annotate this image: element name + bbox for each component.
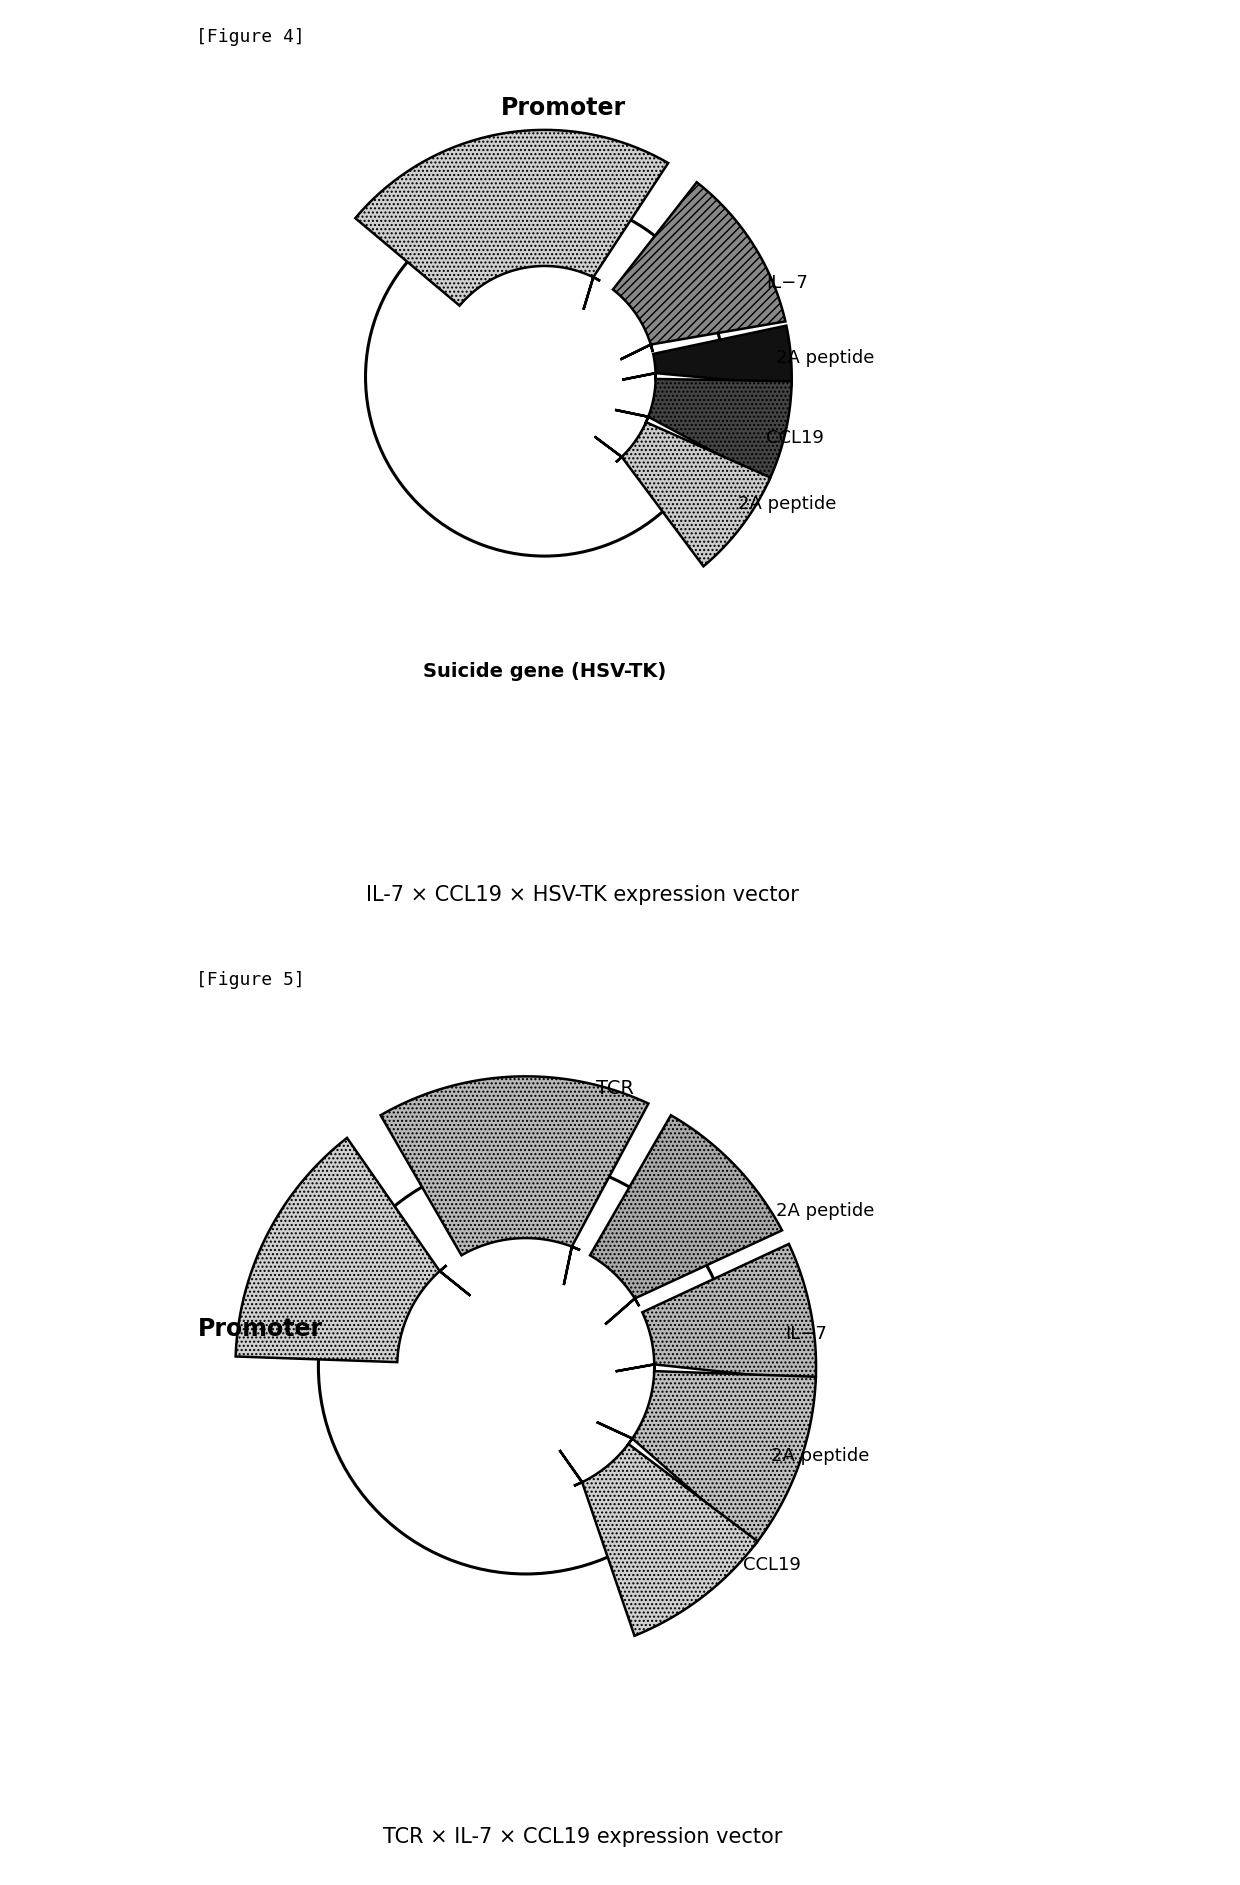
Text: IL−7: IL−7 xyxy=(785,1325,827,1342)
Text: 2A peptide: 2A peptide xyxy=(738,496,836,513)
Text: 2A peptide: 2A peptide xyxy=(775,1203,874,1220)
Text: IL−7: IL−7 xyxy=(766,273,808,292)
Text: 2A peptide: 2A peptide xyxy=(771,1448,869,1465)
Polygon shape xyxy=(236,1139,470,1363)
Polygon shape xyxy=(613,183,785,360)
Polygon shape xyxy=(596,1370,816,1546)
Polygon shape xyxy=(615,1244,816,1382)
Text: CCL19: CCL19 xyxy=(743,1555,800,1574)
Text: CCL19: CCL19 xyxy=(766,430,823,447)
Text: IL-7 × CCL19 × HSV-TK expression vector: IL-7 × CCL19 × HSV-TK expression vector xyxy=(366,884,799,905)
Text: [Figure 4]: [Figure 4] xyxy=(196,28,305,47)
Polygon shape xyxy=(381,1076,649,1286)
Text: TCR: TCR xyxy=(596,1078,635,1099)
Text: Promoter: Promoter xyxy=(501,96,626,121)
Polygon shape xyxy=(356,130,668,309)
Polygon shape xyxy=(590,1116,782,1325)
Polygon shape xyxy=(622,326,791,386)
Text: Promoter: Promoter xyxy=(198,1318,324,1340)
Text: TCR × IL-7 × CCL19 expression vector: TCR × IL-7 × CCL19 expression vector xyxy=(383,1827,782,1847)
Text: Suicide gene (HSV-TK): Suicide gene (HSV-TK) xyxy=(423,662,666,680)
Polygon shape xyxy=(594,422,770,566)
Polygon shape xyxy=(559,1444,758,1636)
Text: 2A peptide: 2A peptide xyxy=(775,349,874,368)
Text: [Figure 5]: [Figure 5] xyxy=(196,971,305,990)
Polygon shape xyxy=(615,379,791,481)
